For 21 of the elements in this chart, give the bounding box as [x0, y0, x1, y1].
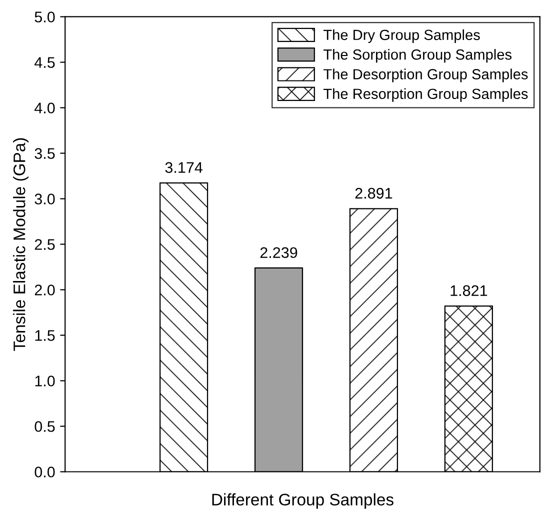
legend-label: The Dry Group Samples — [323, 29, 480, 43]
data-label: 2.891 — [355, 188, 392, 199]
y-tick-label: 4.5 — [34, 57, 55, 68]
y-tick-label: 5.0 — [34, 12, 55, 22]
y-tick-label: 1.0 — [35, 376, 55, 386]
legend-label: The Resorption Group Samples — [323, 88, 528, 102]
y-tick-label: 0.0 — [34, 466, 55, 478]
y-tick-label: 1.5 — [35, 330, 55, 341]
legend-label: The Sorption Group Samples — [323, 49, 512, 63]
data-label: 3.174 — [165, 162, 202, 173]
data-label: 2.239 — [260, 247, 298, 258]
y-tick-label: 4.0 — [34, 102, 55, 114]
y-tick-label: 3.0 — [34, 194, 55, 204]
y-axis-title: Tensile Elastic Module (GPa) — [13, 138, 29, 351]
y-tick-label: 3.5 — [34, 148, 55, 159]
y-tick-label: 2.5 — [34, 239, 55, 250]
y-tick-label: 0.5 — [34, 421, 55, 432]
legend-label: The Desorption Group Samples — [323, 68, 528, 82]
data-label: 1.821 — [450, 285, 488, 296]
x-axis-title: Different Group Samples — [212, 493, 394, 509]
y-tick-label: 2.0 — [34, 284, 55, 296]
